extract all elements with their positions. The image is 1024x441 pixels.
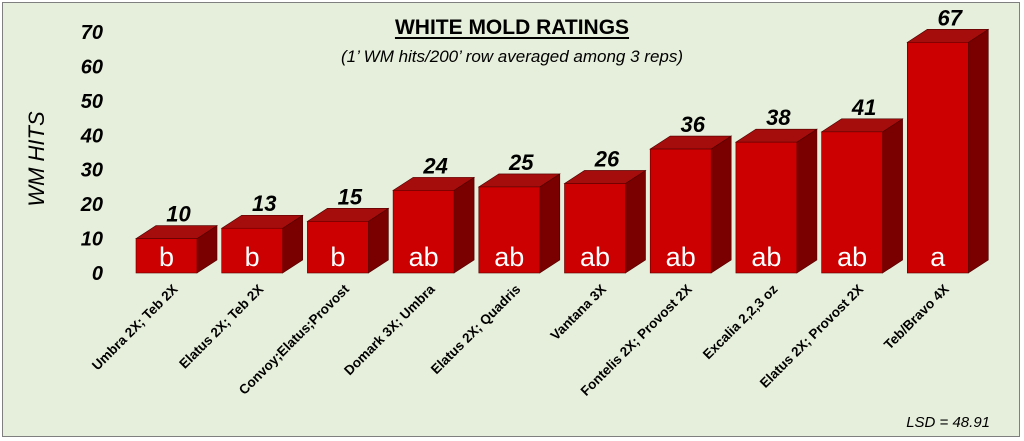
y-tick-label: 20 xyxy=(80,194,103,216)
data-label: 26 xyxy=(594,146,620,171)
data-label: 10 xyxy=(166,202,191,227)
data-label: 25 xyxy=(508,150,534,175)
y-tick-label: 40 xyxy=(80,125,103,147)
y-axis-label: WM HITS xyxy=(24,111,49,207)
bar-group: ab 41 xyxy=(820,95,904,274)
bar xyxy=(906,42,969,274)
bar xyxy=(221,227,283,274)
bar-side xyxy=(882,118,903,274)
significance-letter: ab xyxy=(580,242,610,272)
bar-side xyxy=(796,128,818,274)
bar xyxy=(735,141,798,274)
chart-subtitle: (1’ WM hits/200’ row averaged among 3 re… xyxy=(341,47,683,66)
significance-letter: ab xyxy=(666,242,696,272)
x-category-label: Teb/Bravo 4X xyxy=(881,282,952,353)
chart-title: WHITE MOLD RATINGS xyxy=(395,16,629,39)
bar-group: b 15 xyxy=(306,184,390,274)
x-category-label: Elatus 2X; Quadris xyxy=(428,282,523,377)
bar-side xyxy=(967,28,989,274)
bar xyxy=(821,131,883,274)
bar-group: ab 38 xyxy=(734,105,818,274)
x-category-label: Excalia 2,2,3 oz xyxy=(700,281,781,362)
bar-group: b 10 xyxy=(134,202,219,274)
significance-letter: b xyxy=(330,242,345,272)
data-label: 15 xyxy=(338,184,363,209)
y-axis-ticks: 0 10 20 30 40 50 60 70 xyxy=(80,22,103,285)
significance-letter: b xyxy=(245,242,260,272)
y-tick-label: 30 xyxy=(81,160,103,182)
data-label: 24 xyxy=(422,153,447,178)
significance-letter: ab xyxy=(494,242,524,272)
data-label: 13 xyxy=(252,191,276,216)
bar xyxy=(649,148,712,274)
data-label: 36 xyxy=(680,112,705,137)
y-tick-label: 10 xyxy=(81,229,103,251)
significance-letter: a xyxy=(930,242,946,272)
bar-side xyxy=(710,135,732,274)
data-label: 38 xyxy=(766,105,791,130)
significance-letter: b xyxy=(159,242,174,272)
bar-group: ab 36 xyxy=(649,112,733,274)
bar xyxy=(564,183,626,274)
x-category-label: Elatus 2X; Teb 2X xyxy=(176,282,266,372)
bar xyxy=(392,190,455,274)
bar-group: ab 24 xyxy=(392,153,476,274)
bar-group: ab 26 xyxy=(563,146,647,274)
significance-letter: ab xyxy=(409,242,439,272)
lsd-annotation: LSD = 48.91 xyxy=(906,414,990,431)
bar-side xyxy=(625,169,646,274)
bar-group: b 13 xyxy=(220,191,304,274)
y-tick-label: 70 xyxy=(81,22,103,44)
bar xyxy=(307,221,369,274)
x-category-label: Umbra 2X; Teb 2X xyxy=(89,282,181,374)
bar-group: ab 25 xyxy=(477,150,561,274)
bars: b 10 b 13 b 15 ab 24 ab 25 ab 26 ab 36 ab 38 ab 41 a 67 xyxy=(134,5,990,274)
y-tick-label: 0 xyxy=(92,263,103,285)
bar xyxy=(135,238,198,274)
x-category-label: Vantana 3X xyxy=(548,282,610,344)
bar xyxy=(478,186,541,274)
y-tick-label: 60 xyxy=(81,56,103,78)
bar-side xyxy=(453,176,475,274)
bar-side xyxy=(539,173,561,274)
data-label: 67 xyxy=(938,5,964,30)
x-category-label: Domark 3X; Umbra xyxy=(341,281,438,378)
data-label: 41 xyxy=(851,95,876,120)
bar-group: a 67 xyxy=(906,5,990,274)
y-tick-label: 50 xyxy=(81,91,103,113)
significance-letter: ab xyxy=(837,242,867,272)
significance-letter: ab xyxy=(751,242,781,272)
